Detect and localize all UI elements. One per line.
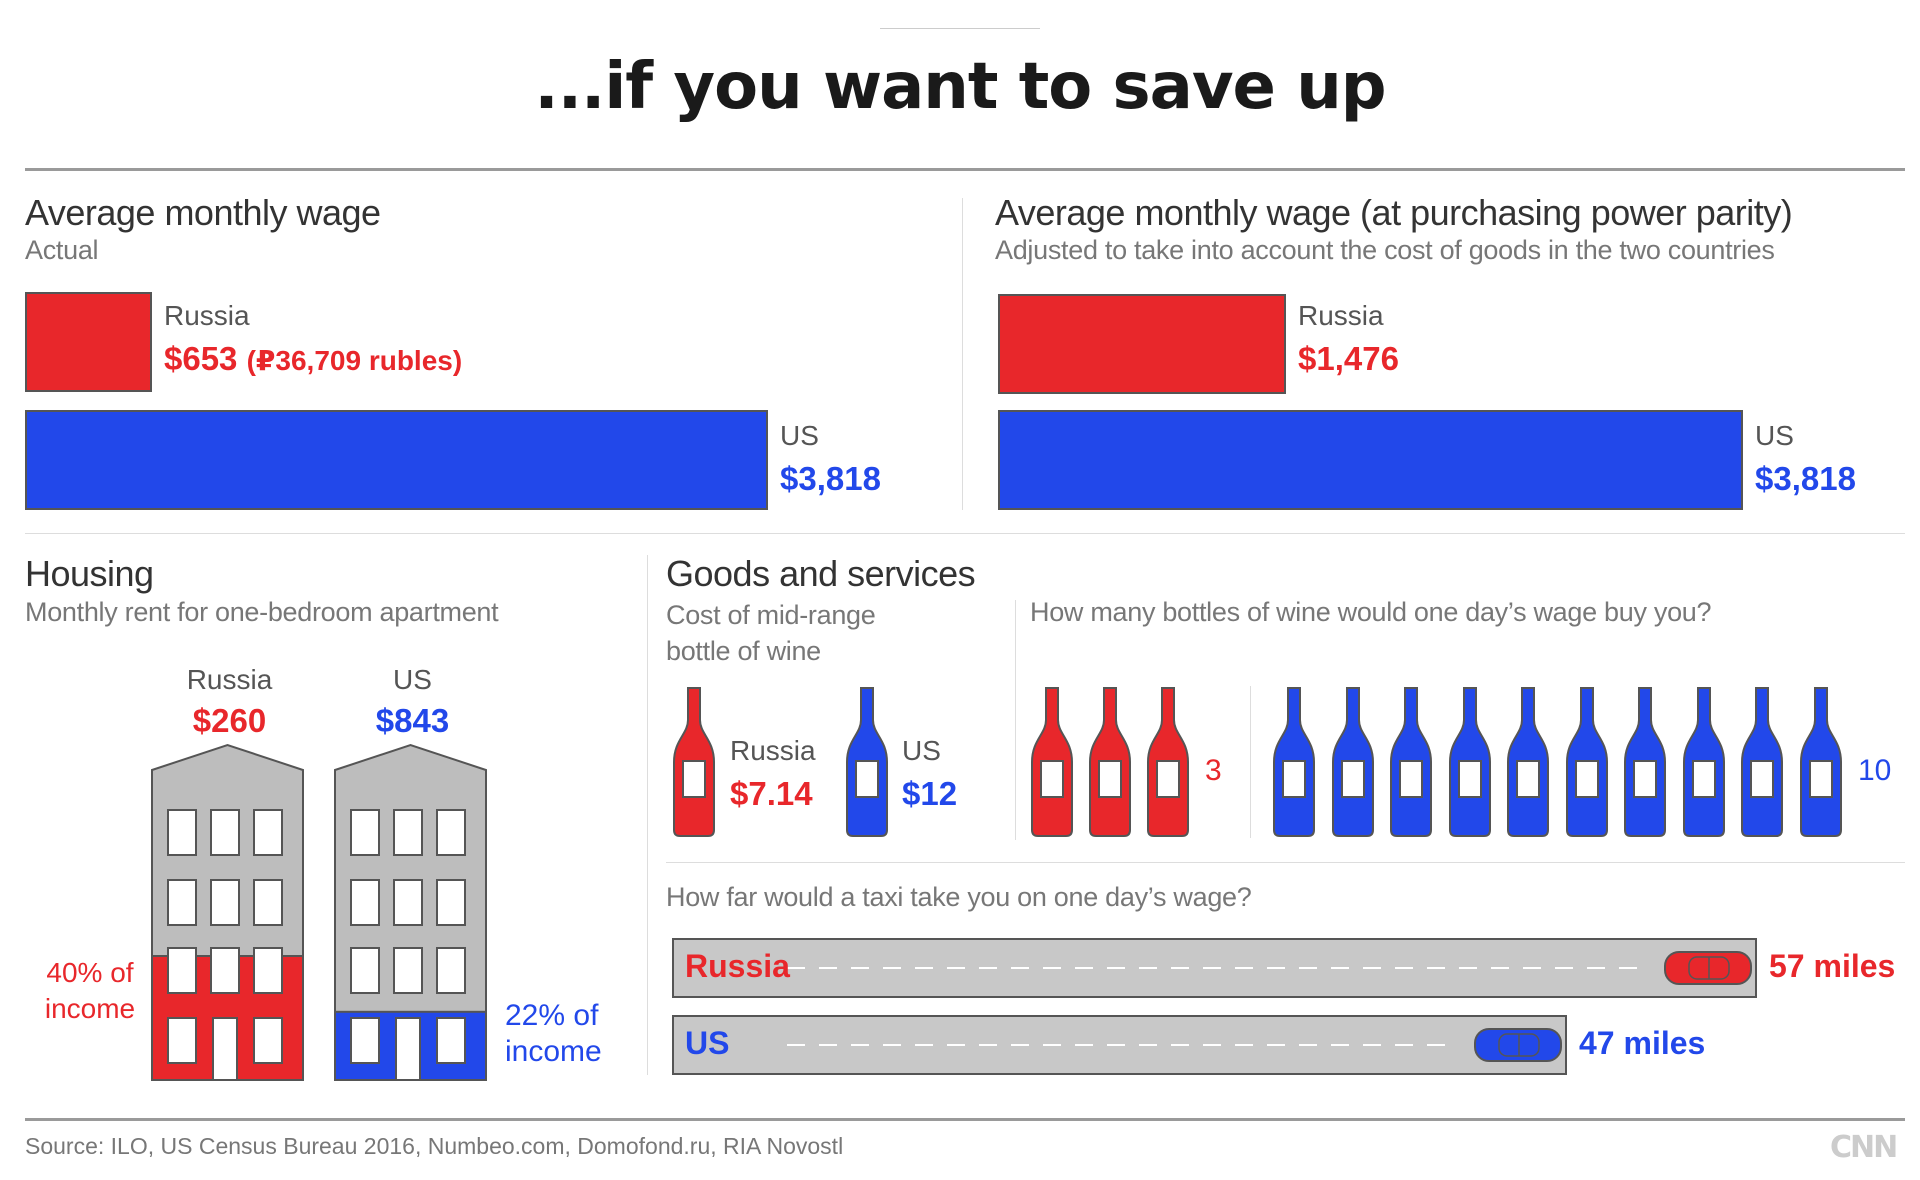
footer-rule [25,1118,1905,1121]
wage-divider [962,198,963,510]
title-rule [25,168,1905,171]
page-title: ...if you want to save up [534,50,1386,124]
housing-value-us: $843 [375,702,450,739]
wage-ppp-subtitle: Adjusted to take into account the cost o… [995,235,1775,265]
goods-title: Goods and services [666,553,976,594]
wage-ppp-title: Average monthly wage (at purchasing powe… [995,192,1793,233]
housing-income-us-line2: income [505,1035,602,1068]
wage-actual-bar-russia [25,292,152,392]
wage-actual-subtitle: Actual [25,235,99,265]
housing-subtitle: Monthly rent for one-bedroom apartment [25,597,499,627]
wage-ppp-label-russia: Russia [1298,300,1384,331]
taxi-value-russia: 57 miles [1769,948,1896,984]
building-us [334,743,487,1081]
cnn-logo: CNN [1830,1130,1898,1165]
wine-bottle-us-3 [1390,687,1432,837]
wine-bottle-us-4 [1448,687,1491,837]
building-russia [151,743,304,1081]
taxi-road-us [672,1015,1567,1075]
wine-cost-subtitle-line1: Cost of mid-range [666,600,876,630]
wage-actual-label-russia: Russia [164,300,250,331]
wage-actual-bar-us [25,410,768,510]
wine-cost-label-us: US [902,735,941,766]
road-0-graphic [672,938,1757,998]
road-1-graphic [672,1015,1567,1075]
wine-bottle-russia-1 [1031,687,1073,837]
wine-bottle-us-8 [1682,687,1725,837]
housing-income-us-line1: 22% of [505,999,599,1032]
wine-bottles-subtitle: How many bottles of wine would one day’s… [1030,597,1712,627]
wage-actual-label-us: US [780,420,819,451]
section-divider [25,533,1905,534]
wine-bottles-divider [1250,686,1251,838]
taxi-label-russia: Russia [685,948,790,984]
wine-bottle-us-1 [1273,687,1315,837]
taxi-divider [666,862,1905,863]
wine-bottles-value-us: 10 [1858,754,1892,787]
wine-cost-value-us: $12 [902,775,958,812]
wine-cost-subtitle: Cost of mid-range bottle of wine [666,597,876,669]
housing-title: Housing [25,553,154,594]
wage-actual-value-us: $3,818 [780,460,881,497]
source-text: Source: ILO, US Census Bureau 2016, Numb… [25,1133,844,1159]
housing-income-us: 22% of income [505,998,602,1070]
wage-ppp-bar-russia [998,294,1286,394]
wine-bottle-us-7 [1624,687,1666,837]
wine-bottle-russia-3 [1147,687,1189,837]
wine-bottles-value-russia: 3 [1205,754,1222,787]
wine-bottle-us-2 [1331,687,1374,837]
wine-cost-bottle-russia-icon [673,687,715,837]
taxi-subtitle: How far would a taxi take you on one day… [666,882,1252,912]
wine-bottle-us-5 [1507,687,1549,837]
wine-bottle-us-6 [1565,687,1608,837]
taxi-car-us-icon [1474,1028,1562,1062]
wage-actual-title: Average monthly wage [25,192,381,233]
taxi-value-us: 47 miles [1579,1025,1706,1061]
wine-cost-value-russia: $7.14 [730,775,813,812]
wine-divider [1015,600,1016,840]
housing-label-us: US [393,664,432,695]
wage-ppp-label-us: US [1755,420,1794,451]
top-divider [880,28,1040,29]
housing-divider [647,555,648,1075]
wage-ppp-value-us: $3,818 [1755,460,1856,497]
wage-actual-value-russia: $653 (₽36,709 rubles) [164,340,462,378]
housing-income-russia-line2: income [44,993,136,1024]
housing-value-russia: $260 [192,702,267,739]
taxi-car-russia-icon [1664,951,1752,985]
wage-actual-value-russia-rubles: (₽36,709 rubles) [246,345,463,376]
wine-cost-label-russia: Russia [730,735,816,766]
wine-cost-bottle-us-icon [846,687,888,837]
wine-bottle-russia-2 [1089,687,1131,837]
wine-cost-subtitle-line2: bottle of wine [666,636,821,666]
wage-ppp-bar-us [998,410,1743,510]
housing-income-russia: 40% of income [25,955,155,1027]
wine-bottles-us [1272,686,1852,838]
wage-actual-value-russia-usd: $653 [164,340,238,377]
taxi-road-russia [672,938,1757,998]
wine-cost-bottle-russia [672,686,716,838]
wage-ppp-value-russia: $1,476 [1298,340,1399,377]
taxi-label-us: US [685,1025,730,1061]
wine-cost-bottle-us [845,686,889,838]
housing-label-russia: Russia [186,664,273,695]
wine-bottle-us-10 [1799,687,1842,837]
wine-bottle-us-9 [1741,687,1783,837]
wine-bottles-russia [1030,686,1200,838]
housing-income-russia-line1: 40% of [46,957,134,988]
